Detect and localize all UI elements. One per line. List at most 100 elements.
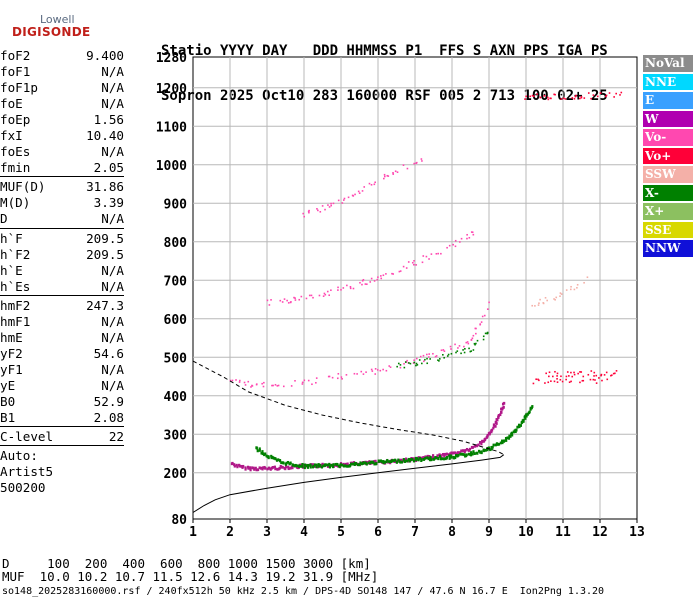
trace-point-o-multi2 bbox=[435, 355, 438, 357]
param-value: 52.9 bbox=[93, 393, 124, 409]
param-row-yf1: yF1 N/A bbox=[0, 362, 124, 378]
trace-point-vo-plus-1175 bbox=[580, 96, 583, 99]
trace-point-o-multi3 bbox=[310, 294, 313, 297]
trace-point-o-multi2 bbox=[261, 382, 263, 385]
trace-point-o-multi4 bbox=[383, 173, 386, 176]
trace-point-vo-plus-1175 bbox=[590, 97, 592, 100]
trace-point-vo-plus-450 bbox=[603, 374, 606, 376]
trace-point-x-multi2 bbox=[464, 348, 466, 350]
trace-point-o-trace bbox=[453, 451, 457, 455]
trace-point-vo-plus-450 bbox=[568, 375, 570, 377]
trace-point-x-trace bbox=[528, 410, 531, 414]
trace-point-x-trace bbox=[526, 412, 529, 416]
trace-point-x-trace bbox=[392, 459, 395, 462]
trace-point-o-multi2 bbox=[301, 383, 304, 385]
trace-point-x-trace bbox=[382, 461, 385, 465]
trace-point-x-trace bbox=[473, 452, 476, 456]
trace-point-o-trace bbox=[352, 461, 356, 464]
trace-point-oblique-ssw bbox=[555, 296, 558, 299]
trace-point-x-trace bbox=[298, 465, 301, 468]
trace-point-o-multi2 bbox=[475, 332, 477, 335]
trace-point-oblique-ssw bbox=[559, 292, 562, 294]
trace-point-o-multi3 bbox=[290, 301, 292, 303]
trace-point-o-multi2 bbox=[301, 381, 304, 384]
trace-point-o-trace bbox=[432, 454, 435, 457]
trace-point-vo-plus-1175 bbox=[531, 94, 534, 97]
trace-point-vo-plus-440 bbox=[579, 381, 581, 384]
trace-point-o-multi3 bbox=[448, 244, 451, 247]
trace-point-x-multi2 bbox=[421, 362, 423, 365]
trace-point-x-trace bbox=[377, 459, 380, 463]
y-tick-label: 200 bbox=[164, 467, 188, 482]
trace-point-o-multi2 bbox=[440, 349, 443, 352]
trace-point-x-trace bbox=[292, 463, 295, 467]
trace-point-vo-plus-450 bbox=[556, 372, 559, 375]
trace-point-x-trace bbox=[339, 463, 342, 466]
trace-point-x-trace bbox=[306, 466, 310, 469]
param-row-foep: foEp 1.56 bbox=[0, 112, 124, 128]
trace-point-vo-plus-450 bbox=[595, 374, 598, 377]
trace-point-x-multi2 bbox=[438, 360, 440, 362]
trace-point-o-trace bbox=[287, 467, 290, 471]
trace-point-o-trace bbox=[284, 465, 288, 469]
trace-point-o-multi3 bbox=[459, 241, 461, 243]
trace-point-o-trace bbox=[254, 466, 257, 470]
param-name: hmE bbox=[0, 329, 23, 345]
y-tick-label: 1280 bbox=[156, 51, 187, 66]
trace-point-oblique-ssw bbox=[560, 293, 563, 295]
trace-point-vo-plus-450 bbox=[577, 372, 579, 375]
trace-point-vo-plus-450 bbox=[573, 373, 576, 376]
trace-point-x-trace bbox=[491, 445, 494, 449]
trace-point-o-multi2 bbox=[238, 379, 241, 382]
trace-point-vo-plus-1175 bbox=[536, 93, 538, 95]
trace-point-x-trace bbox=[270, 454, 273, 458]
trace-point-o-multi4 bbox=[341, 202, 344, 204]
trace-point-o-trace bbox=[460, 449, 463, 453]
param-name: yE bbox=[0, 377, 16, 393]
trace-point-o-multi3 bbox=[337, 289, 339, 291]
trace-point-o-multi3 bbox=[287, 302, 290, 304]
trace-point-vo-plus-450 bbox=[565, 375, 568, 378]
trace-point-o-trace bbox=[413, 457, 416, 461]
trace-point-x-trace bbox=[484, 448, 487, 452]
trace-point-o-multi2 bbox=[458, 345, 461, 347]
trace-point-o-multi3 bbox=[392, 273, 394, 275]
x-tick-label: 2 bbox=[226, 525, 234, 540]
trace-point-x-multi2 bbox=[474, 343, 476, 346]
trace-point-o-multi4 bbox=[392, 172, 394, 174]
trace-point-x-multi2 bbox=[424, 358, 426, 361]
param-row-hf: h`F 209.5 bbox=[0, 231, 124, 247]
trace-point-vo-plus-1175 bbox=[547, 98, 550, 101]
trace-point-x-trace bbox=[356, 463, 360, 467]
trace-point-o-trace bbox=[281, 465, 284, 469]
trace-point-x-trace bbox=[394, 458, 397, 462]
trace-point-o-trace bbox=[471, 445, 474, 449]
trace-point-x-trace bbox=[429, 455, 432, 459]
trace-point-x-multi2 bbox=[482, 335, 485, 338]
y-tick-label: 1200 bbox=[156, 82, 187, 97]
trace-point-o-multi3 bbox=[466, 233, 468, 236]
param-separator bbox=[0, 176, 124, 179]
trace-point-o-multi4 bbox=[363, 186, 366, 188]
param-name: D bbox=[0, 211, 8, 227]
trace-point-o-multi3 bbox=[472, 233, 475, 236]
trace-point-o-multi2 bbox=[406, 359, 408, 362]
trace-point-x-multi2 bbox=[484, 332, 487, 335]
trace-point-o-multi2 bbox=[472, 334, 475, 337]
x-tick-label: 4 bbox=[300, 525, 308, 540]
trace-point-o-trace bbox=[248, 466, 252, 470]
trace-point-o-multi3 bbox=[279, 299, 282, 302]
trace-point-vo-plus-1175 bbox=[583, 97, 586, 99]
x-tick-label: 1 bbox=[189, 525, 197, 540]
trace-point-vo-plus-450 bbox=[580, 371, 583, 373]
trace-point-o-trace bbox=[492, 423, 496, 427]
trace-point-x-trace bbox=[459, 452, 462, 456]
trace-point-o-multi2 bbox=[370, 368, 373, 371]
trace-point-x-trace bbox=[309, 465, 312, 469]
auto-line: 500200 bbox=[0, 480, 46, 496]
trace-point-o-trace bbox=[500, 410, 503, 414]
trace-point-x-trace bbox=[399, 460, 402, 464]
trace-point-o-multi2 bbox=[315, 381, 317, 384]
trace-point-o-multi4 bbox=[328, 206, 331, 208]
trace-point-x-trace bbox=[438, 455, 442, 458]
